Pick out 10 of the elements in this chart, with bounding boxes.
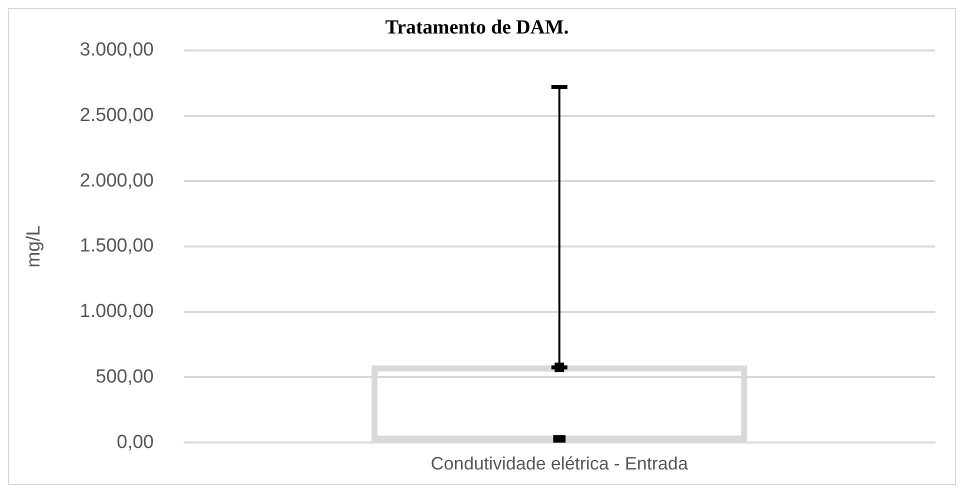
y-tick-label: 3.000,00 [80,40,154,61]
y-tick-label: 0,00 [116,432,154,453]
y-tick-label: 1.000,00 [80,301,154,322]
y-axis-title: mg/L [24,225,45,268]
y-tick-label: 1.500,00 [80,236,154,257]
y-tick-label: 500,00 [96,366,154,388]
y-tick-label: 2.500,00 [80,105,154,126]
y-tick-label: 2.000,00 [80,170,154,192]
chart-title: Tratamento de DAM. [385,16,569,39]
x-tick-label: Condutividade elétrica - Entrada [430,453,689,474]
